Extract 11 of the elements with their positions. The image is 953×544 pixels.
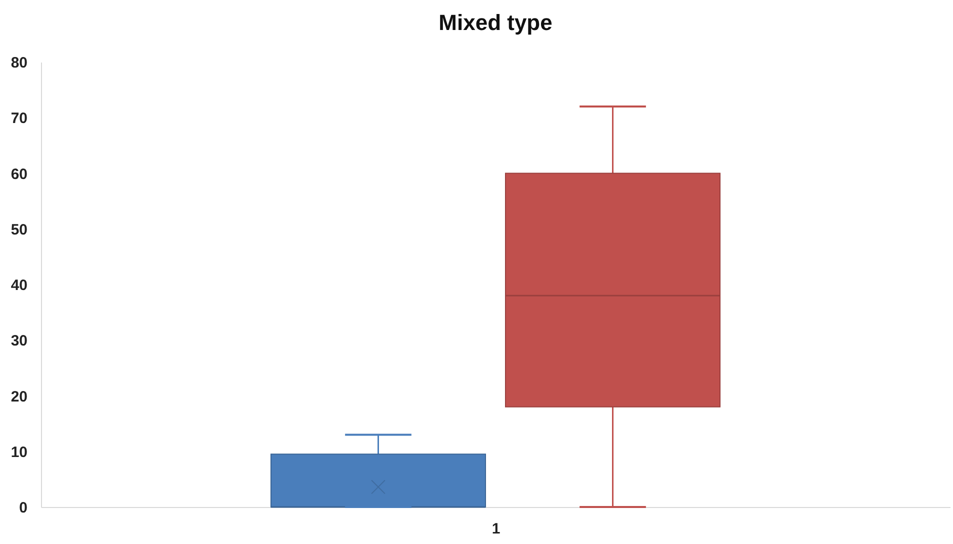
y-tick-label: 50 (10, 221, 28, 238)
y-tick-label: 10 (10, 444, 28, 461)
x-tick-label: 1 (492, 520, 500, 538)
y-tick-label: 80 (10, 54, 28, 72)
y-tick-label: 60 (10, 166, 28, 183)
y-tick-label: 40 (10, 277, 28, 294)
y-tick-label: 30 (10, 332, 28, 350)
chart-title: Mixed type (438, 10, 552, 35)
y-tick-label: 20 (10, 388, 28, 406)
y-tick-label: 70 (10, 110, 28, 128)
y-tick-label: 0 (19, 500, 28, 516)
